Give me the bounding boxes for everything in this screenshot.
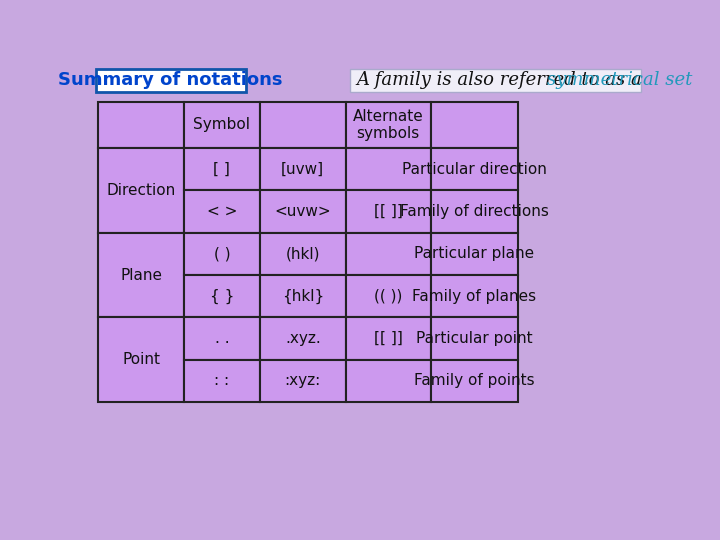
Bar [346, 102, 431, 148]
Text: {hkl}: {hkl} [282, 288, 324, 304]
FancyBboxPatch shape [96, 69, 246, 92]
Text: .xyz.: .xyz. [285, 331, 320, 346]
Bar [184, 148, 260, 190]
Bar [184, 318, 260, 360]
Bar [260, 190, 346, 233]
Text: . .: . . [215, 331, 229, 346]
Bar [346, 360, 431, 402]
Text: ( ): ( ) [214, 246, 230, 261]
Bar [346, 318, 431, 360]
Bar [184, 275, 260, 318]
Text: Symbol: Symbol [194, 117, 251, 132]
Text: [uvw]: [uvw] [282, 161, 324, 177]
Bar [98, 233, 184, 318]
Text: [[ ]]: [[ ]] [374, 331, 402, 346]
Text: Point: Point [122, 352, 160, 367]
Bar [98, 148, 184, 233]
Text: Family of directions: Family of directions [400, 204, 549, 219]
Bar [260, 275, 346, 318]
Bar [346, 190, 431, 233]
Bar [260, 233, 346, 275]
Text: Family of planes: Family of planes [412, 289, 536, 303]
Text: (( )): (( )) [374, 289, 402, 303]
Text: :xyz:: :xyz: [284, 373, 321, 388]
Bar [260, 102, 346, 148]
Bar [184, 190, 260, 233]
Text: A family is also referred to as a: A family is also referred to as a [356, 71, 647, 89]
Bar [98, 102, 184, 148]
Bar [346, 148, 431, 190]
Bar [431, 275, 518, 318]
Bar [431, 102, 518, 148]
Text: [[ ]]: [[ ]] [374, 204, 402, 219]
Text: symmetrical set: symmetrical set [547, 71, 692, 89]
Bar [431, 233, 518, 275]
Text: Particular point: Particular point [415, 331, 532, 346]
Bar [431, 148, 518, 190]
Text: <uvw>: <uvw> [274, 204, 331, 219]
Text: (hkl): (hkl) [286, 246, 320, 261]
Bar [184, 102, 260, 148]
Text: Direction: Direction [107, 183, 176, 198]
Bar [431, 318, 518, 360]
Bar [346, 233, 431, 275]
Bar [260, 318, 346, 360]
Text: [ ]: [ ] [214, 161, 230, 177]
Bar [260, 148, 346, 190]
Bar [98, 318, 184, 402]
Text: < >: < > [207, 204, 237, 219]
Bar [431, 190, 518, 233]
FancyBboxPatch shape [350, 69, 641, 92]
Text: Particular plane: Particular plane [414, 246, 534, 261]
Bar [184, 360, 260, 402]
Text: Summary of notations: Summary of notations [58, 71, 283, 89]
Bar [184, 233, 260, 275]
Bar [431, 360, 518, 402]
Text: Alternate
symbols: Alternate symbols [353, 109, 423, 141]
Text: { }: { } [210, 288, 234, 304]
Text: Plane: Plane [120, 267, 162, 282]
Text: Family of points: Family of points [414, 373, 534, 388]
Bar [260, 360, 346, 402]
Text: Particular direction: Particular direction [402, 161, 546, 177]
Text: : :: : : [215, 373, 230, 388]
Bar [346, 275, 431, 318]
